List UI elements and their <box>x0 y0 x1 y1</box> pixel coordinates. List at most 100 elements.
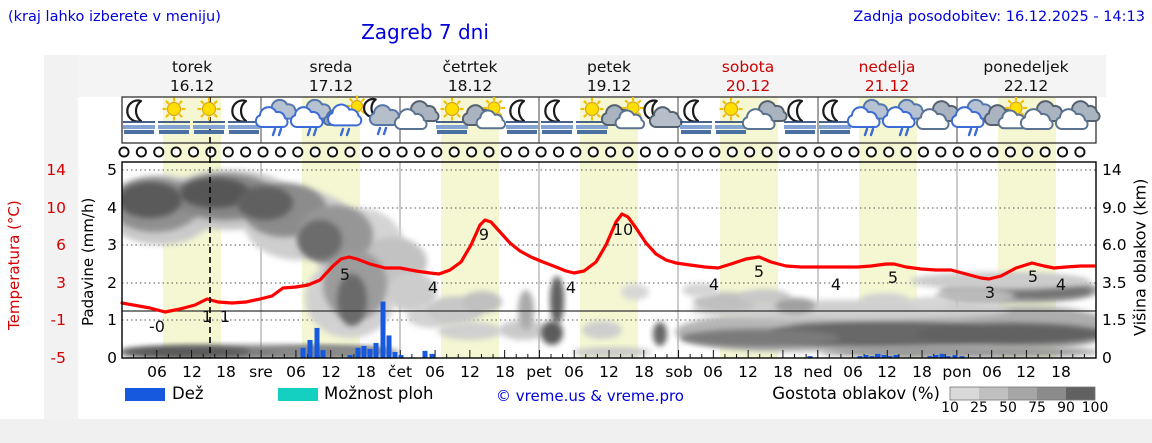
x-axis-label: sre <box>249 363 273 381</box>
rain-drop <box>271 127 277 137</box>
cloud-blob <box>550 276 564 324</box>
sun-ray <box>443 100 448 105</box>
moon-phase-icon <box>848 146 860 158</box>
moon-phase-icon <box>778 146 790 158</box>
temp-tick-label: 3 <box>56 274 66 292</box>
rain-drop <box>869 127 875 137</box>
precip-bar <box>939 353 945 358</box>
day-date: 17.12 <box>309 77 353 95</box>
rain-legend-swatch <box>125 388 165 401</box>
moon-phase-icon <box>1039 146 1051 158</box>
x-axis-label: 12 <box>460 363 480 381</box>
cloud-blob <box>541 321 563 345</box>
precip-tick-label: 1 <box>107 311 117 329</box>
moon-phase-icon <box>535 146 547 158</box>
moon-phase-icon <box>135 146 147 158</box>
precip-tick-label: 4 <box>107 199 117 217</box>
moon-phase-icon <box>570 146 582 158</box>
day-name: sobota <box>722 58 774 76</box>
precip-bar <box>314 327 320 358</box>
x-axis-label: 06 <box>147 363 167 381</box>
showers-legend-swatch <box>278 388 318 401</box>
weather-icon-moon-cloud <box>643 99 683 129</box>
moon-phase-icon <box>587 146 599 158</box>
weather-icon-rain <box>254 98 299 137</box>
moon-phase-icon <box>170 146 182 158</box>
precip-bar <box>355 347 361 358</box>
sun-ray <box>178 113 183 118</box>
moon-crescent <box>683 99 700 123</box>
temperature-value-label: 10 <box>613 220 633 239</box>
rain-drop <box>973 127 979 137</box>
x-axis-label: 06 <box>286 363 306 381</box>
sun-ray <box>360 109 366 115</box>
sun-disc <box>166 101 182 117</box>
cloud-blob <box>910 272 1090 290</box>
precip-bar <box>933 354 939 358</box>
cloud-tick-label: 14 <box>1102 161 1122 179</box>
cloud-blob <box>582 321 622 339</box>
moon-phase-icon <box>1004 146 1016 158</box>
precip-tick-label: 3 <box>107 236 117 254</box>
copyright-link[interactable]: © vreme.us & vreme.pro <box>496 387 684 405</box>
moon-phase-icon <box>691 146 704 158</box>
sun-ray <box>1020 99 1025 104</box>
weather-icon-moon-fog <box>541 99 573 134</box>
moon-crescent <box>787 99 804 123</box>
temp-tick-label: 6 <box>56 236 66 254</box>
moon-crescent <box>544 99 561 123</box>
moon-phase-icon <box>622 146 634 158</box>
day-name: petek <box>587 58 631 76</box>
temperature-value-label: 4 <box>831 275 841 294</box>
cloud-blob <box>337 274 367 326</box>
x-axis-label: 06 <box>982 363 1002 381</box>
moon-phase-icon <box>970 146 982 158</box>
density-scale-segment <box>1037 387 1066 400</box>
moon-phase-icon <box>483 146 495 158</box>
x-axis-label: 06 <box>703 363 723 381</box>
x-axis-label: pet <box>526 363 551 381</box>
precip-bar <box>367 348 373 358</box>
precip-bar <box>857 356 863 358</box>
moon-phase-icon <box>1022 146 1034 158</box>
cloud-blob <box>122 346 250 358</box>
weather-icon-moon-fog <box>819 99 851 134</box>
moon-phase-icon <box>222 146 234 158</box>
moon-phase-icon <box>796 146 808 158</box>
cloud-blob <box>860 293 910 307</box>
moon-phase-icon <box>257 146 269 158</box>
daylight-band <box>580 97 638 358</box>
cloud-shape <box>846 106 881 129</box>
cloud-blob <box>462 291 502 313</box>
sun-ray <box>498 112 503 117</box>
precip-bar <box>952 354 958 358</box>
temperature-value-label: 1 <box>202 307 212 326</box>
temperature-value-label: -0 <box>149 317 165 336</box>
temperature-value-label: 3 <box>985 283 995 302</box>
precip-bar <box>373 342 379 358</box>
weather-icon-moon-rain <box>362 97 403 136</box>
moon-phase-icon <box>500 146 512 158</box>
sun-ray <box>360 97 366 103</box>
cloud-shape <box>327 103 363 127</box>
x-axis-label: 12 <box>738 363 758 381</box>
precip-bar <box>392 351 398 358</box>
showers-legend-label: Možnost ploh <box>324 384 434 403</box>
moon-phase-icon <box>118 146 130 158</box>
sun-ray <box>178 100 183 105</box>
cloud-shape <box>1054 108 1089 131</box>
moon-phase-icon <box>309 146 321 158</box>
cloud-blob <box>653 322 667 346</box>
left-gray-band <box>44 55 78 443</box>
precip-bar <box>429 353 435 358</box>
moon-phase-icon <box>466 146 478 158</box>
moon-phase-icon <box>396 146 408 158</box>
x-axis-label: 18 <box>912 363 932 381</box>
x-axis-label: 12 <box>877 363 897 381</box>
weather-icon-rain <box>881 98 926 137</box>
sun-ray <box>200 113 205 118</box>
cloud-shape <box>1019 108 1054 131</box>
precip-bar <box>380 301 386 358</box>
moon-phase-icon <box>605 146 617 158</box>
